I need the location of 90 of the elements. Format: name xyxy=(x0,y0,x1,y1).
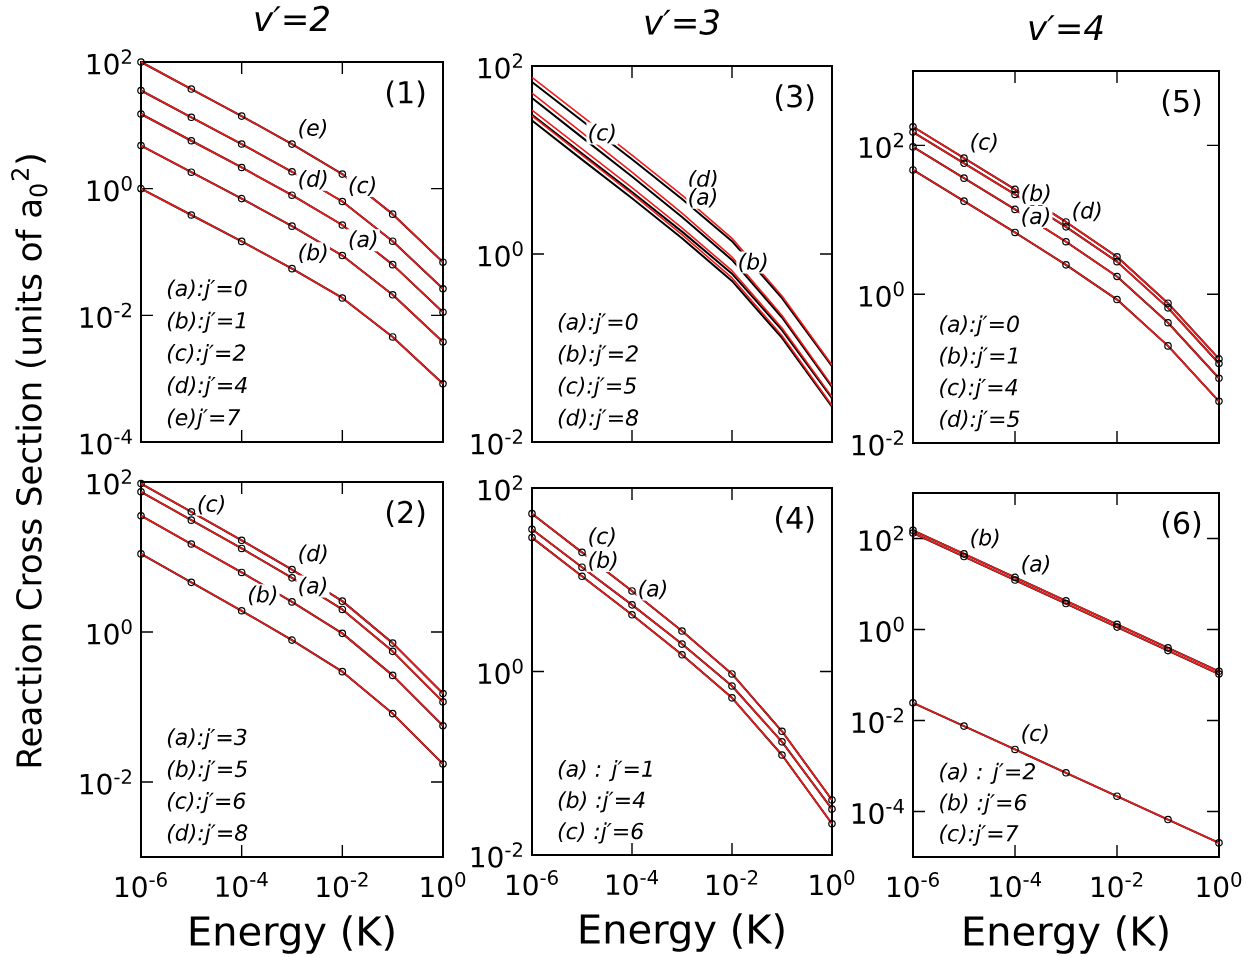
annotation: (c) :j′=6 xyxy=(558,822,644,844)
y-tick-label: 10$^{2}$ xyxy=(87,469,131,495)
annotation: (c) xyxy=(198,494,224,515)
annotation: (3) xyxy=(776,84,814,112)
annotation: (c):j′=2 xyxy=(167,343,246,366)
annotation: (a) : j′=1 xyxy=(558,759,652,782)
annotation: (a) xyxy=(1022,554,1050,575)
y-tick-label: 10$^{-2}$ xyxy=(471,842,522,868)
x-tick-label: 10$^{0}$ xyxy=(421,872,466,898)
annotation: (d):j′=8 xyxy=(167,823,248,846)
y-tick-label: 10$^{-2}$ xyxy=(852,707,903,734)
x-axis-title: Energy (K) xyxy=(964,915,1168,954)
annotation: (b) :j′=6 xyxy=(940,793,1027,815)
annotation: (d) xyxy=(299,169,327,190)
x-tick-label: 10$^{-6}$ xyxy=(506,870,558,896)
annotation: (b) xyxy=(739,252,767,273)
y-tick-label: 10$^{2}$ xyxy=(859,525,903,552)
annotation: (a):j′=3 xyxy=(167,728,247,750)
x-tick-label: 10$^{-6}$ xyxy=(887,872,939,898)
annotation: (a) xyxy=(689,187,716,208)
x-tick-label: 10$^{-6}$ xyxy=(115,872,167,898)
annotation: (e) xyxy=(299,118,327,139)
annotation: (c) xyxy=(589,123,615,144)
y-tick-label: 10$^{-2}$ xyxy=(471,429,522,455)
annotation: (1) xyxy=(386,80,425,108)
y-tick-label: 10$^{0}$ xyxy=(478,241,523,267)
annotation: (d):j′=5 xyxy=(940,410,1020,432)
annotation: (a) xyxy=(349,230,377,250)
annotation: (c):j′=4 xyxy=(940,378,1018,400)
x-tick-label: 10$^{0}$ xyxy=(1197,872,1242,898)
annotation: (b) xyxy=(971,528,999,549)
x-tick-label: 10$^{-2}$ xyxy=(317,872,368,898)
annotation: (b) xyxy=(1022,184,1050,204)
annotation: (b):j′=1 xyxy=(940,346,1018,369)
annotation: (c) xyxy=(349,176,375,196)
annotation: (b):j′=5 xyxy=(167,760,248,782)
y-tick-label: 10$^{0}$ xyxy=(87,619,132,645)
chart-title: v′=3 xyxy=(645,9,719,35)
y-tick-label: 10$^{-2}$ xyxy=(80,302,131,329)
x-tick-label: 10$^{-4}$ xyxy=(989,872,1042,898)
x-tick-label: 10$^{-4}$ xyxy=(216,872,268,898)
y-tick-label: 10$^{0}$ xyxy=(478,658,523,685)
y-tick-label: 10$^{2}$ xyxy=(859,132,903,159)
annotation: (6) xyxy=(1162,511,1201,538)
annotation: (a):j′=0 xyxy=(167,279,247,301)
annotation: (c) xyxy=(1022,724,1048,744)
y-tick-label: 10$^{-4}$ xyxy=(852,798,904,825)
annotation: (a):j′=0 xyxy=(558,312,638,335)
annotation: (c) xyxy=(589,527,615,547)
x-axis-title: Energy (K) xyxy=(580,913,784,952)
x-tick-label: 10$^{-2}$ xyxy=(1091,872,1143,898)
annotation: (4) xyxy=(776,506,814,533)
annotation: (d):j′=4 xyxy=(167,376,247,398)
annotation: (d) xyxy=(299,544,327,564)
annotation: (b) xyxy=(299,243,327,264)
annotation: (b):j′=2 xyxy=(558,344,638,367)
y-tick-label: 10$^{0}$ xyxy=(859,281,904,307)
annotation: (c) xyxy=(971,132,997,153)
annotation: (b) xyxy=(589,551,617,571)
annotation: (a) xyxy=(639,579,667,600)
y-axis-title: Reaction Cross Section (units of a$_{0}$$^{2}$) xyxy=(11,155,48,767)
annotation: (d) xyxy=(1073,201,1101,222)
x-tick-label: 10$^{0}$ xyxy=(810,870,855,896)
annotation: (d):j′=8 xyxy=(558,408,639,431)
y-tick-label: 10$^{0}$ xyxy=(859,616,904,643)
annotation: (c):j′=7 xyxy=(940,824,1019,846)
annotation: (a) xyxy=(1022,207,1050,227)
y-tick-label: 10$^{-4}$ xyxy=(80,429,132,455)
x-axis-title: Energy (K) xyxy=(190,915,394,954)
annotation: (c):j′=5 xyxy=(558,376,637,399)
chart-title: v′=4 xyxy=(1029,15,1103,40)
x-tick-label: 10$^{-4}$ xyxy=(606,870,659,896)
annotation: (a) xyxy=(299,576,326,597)
annotation: (b):j′=1 xyxy=(167,311,245,333)
y-tick-label: 10$^{2}$ xyxy=(478,53,522,79)
y-tick-label: 10$^{0}$ xyxy=(87,175,132,202)
y-tick-label: 10$^{2}$ xyxy=(478,475,522,501)
annotation: (a):j′=0 xyxy=(940,315,1019,337)
annotation: (b) :j′=4 xyxy=(558,791,645,813)
y-tick-label: 10$^{2}$ xyxy=(87,49,131,75)
y-tick-label: 10$^{-2}$ xyxy=(80,769,131,795)
chart-title: v′=2 xyxy=(255,5,329,31)
annotation: (e)j′=7 xyxy=(167,408,241,430)
annotation: (a) : j′=2 xyxy=(940,762,1035,784)
y-tick-label: 10$^{-2}$ xyxy=(852,430,903,456)
annotation: (c):j′=6 xyxy=(167,791,246,814)
x-tick-label: 10$^{-2}$ xyxy=(706,870,758,896)
annotation: (5) xyxy=(1162,89,1201,116)
annotation: (2) xyxy=(386,500,425,528)
annotation: (b) xyxy=(248,585,277,606)
